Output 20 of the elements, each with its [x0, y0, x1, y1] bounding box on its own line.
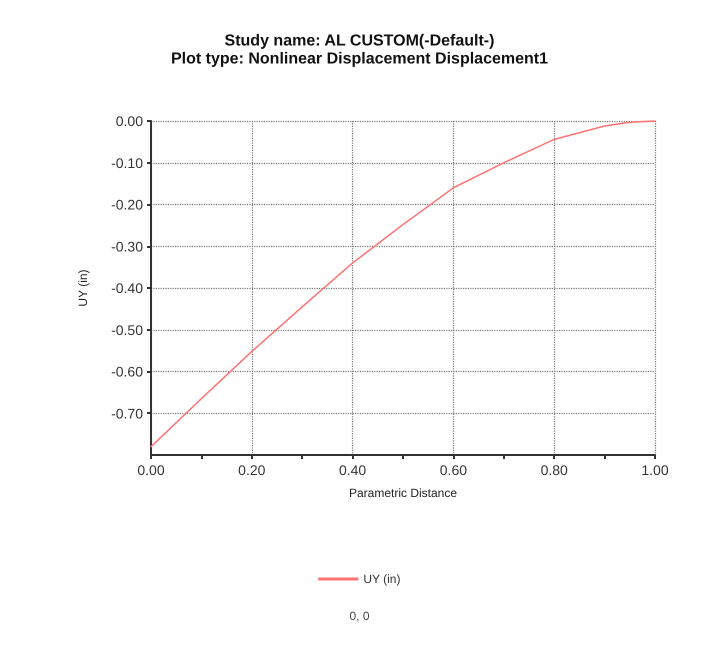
x-tick-label: 1.00 [641, 462, 669, 478]
x-tick-label: 0.60 [440, 462, 468, 478]
y-tick-label: -0.20 [111, 196, 144, 212]
x-tick-label: 0.00 [137, 462, 165, 478]
y-tick-label: -0.30 [111, 238, 144, 254]
x-tick-label: 0.20 [238, 462, 266, 478]
y-axis-title: UY (in) [76, 269, 90, 307]
chart-title: Study name: AL CUSTOM(-Default-) [224, 32, 494, 50]
legend-label: UY (in) [363, 572, 400, 586]
x-axis-title: Parametric Distance [348, 486, 458, 500]
chart-subtitle: Plot type: Nonlinear Displacement Displacement1 [171, 50, 548, 68]
x-tick-label: 0.80 [540, 462, 568, 478]
y-tick-label: 0.00 [116, 113, 144, 129]
text: 0, 0 [349, 609, 370, 623]
y-tick-label: -0.60 [111, 364, 144, 380]
x-tick-label: 0.40 [338, 462, 366, 478]
y-tick-label: -0.70 [111, 405, 144, 422]
y-tick-label: -0.40 [111, 280, 144, 296]
y-tick-label: -0.10 [111, 154, 144, 171]
y-tick-label: -0.50 [111, 322, 144, 338]
